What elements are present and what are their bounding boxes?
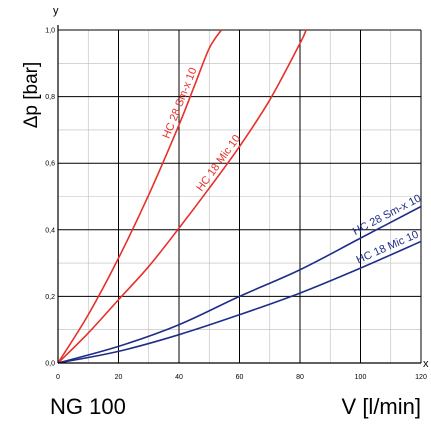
series-line <box>57 240 422 364</box>
size-caption: NG 100 <box>50 394 126 419</box>
y-tick-label: 0,4 <box>45 227 55 234</box>
y-tick-label: 1,0 <box>45 28 55 35</box>
x-tick-label: 80 <box>296 374 304 381</box>
x-tick-label: 60 <box>236 374 244 381</box>
x-axis-label: V [l/min] <box>341 394 421 419</box>
x-tick-label: 20 <box>115 374 123 381</box>
series-line <box>57 205 422 364</box>
series-label: HC 28 Sm-x 10 <box>161 66 200 140</box>
y-axis-label: Δp [bar] <box>21 62 42 129</box>
tick-labels: 0 20 40 60 80 100 120 0,0 0,2 0,4 0,6 0,8 1,0 <box>45 28 427 382</box>
y-tick-label: 0,2 <box>45 294 55 301</box>
axes <box>57 25 421 364</box>
x-tick-label: 0 <box>56 374 60 381</box>
y-tick-label: 0,6 <box>45 161 55 168</box>
grid <box>57 29 422 364</box>
x-tick-label: 120 <box>415 374 427 381</box>
y-axis-letter: y <box>53 5 59 17</box>
series-line <box>57 29 307 364</box>
series-label: HC 18 Mic 10 <box>355 229 421 267</box>
x-axis-letter: x <box>423 358 429 370</box>
series-line <box>57 29 223 364</box>
x-tick-label: 40 <box>175 374 183 381</box>
series-group <box>57 29 422 364</box>
y-tick-label: 0,0 <box>45 361 55 368</box>
y-tick-label: 0,8 <box>45 94 55 101</box>
pressure-drop-chart: 0 20 40 60 80 100 120 0,0 0,2 0,4 0,6 0,8 1,0 HC 28 … <box>21 5 429 382</box>
x-tick-label: 100 <box>355 374 367 381</box>
